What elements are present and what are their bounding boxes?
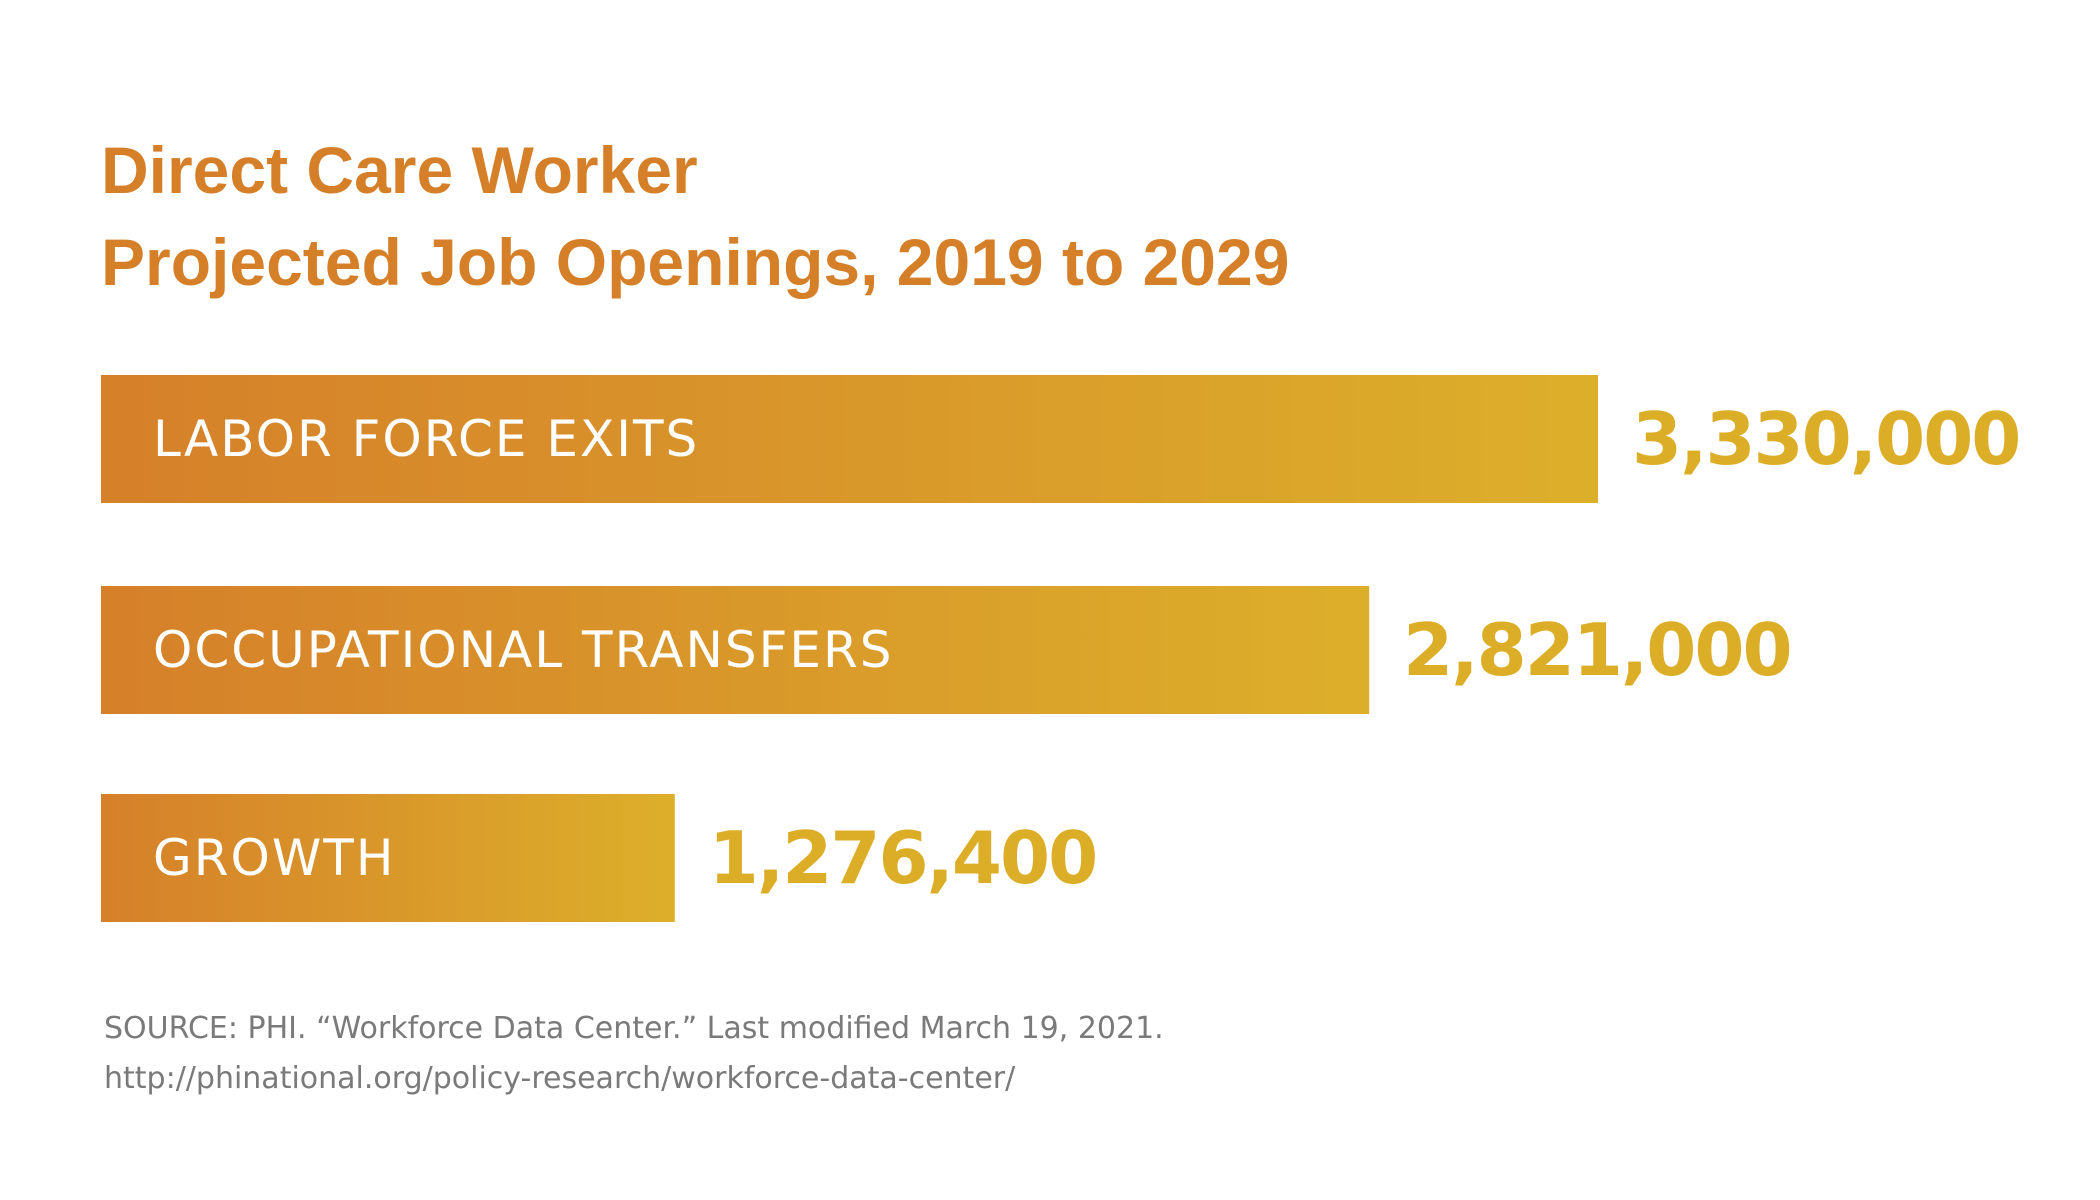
bar-growth: [101, 794, 675, 922]
source-citation: SOURCE: PHI. “Workforce Data Center.” La…: [104, 1011, 1164, 1046]
chart-title-line-1: Direct Care Worker: [101, 133, 698, 207]
chart-title-line-2: Projected Job Openings, 2019 to 2029: [101, 225, 1290, 299]
value-label-labor-force-exits: 3,330,000: [1632, 397, 2019, 481]
bar-labor-force-exits: [101, 375, 1598, 503]
value-label-growth: 1,276,400: [709, 816, 1096, 900]
source-url: http://phinational.org/policy-research/w…: [104, 1061, 1016, 1096]
bar-label-occupational-transfers: OCCUPATIONAL TRANSFERS: [153, 621, 893, 679]
bar-label-growth: GROWTH: [153, 829, 395, 887]
bar-label-labor-force-exits: LABOR FORCE EXITS: [153, 410, 699, 468]
bar-occupational-transfers: [101, 586, 1370, 714]
value-label-occupational-transfers: 2,821,000: [1403, 608, 1790, 692]
bars-group: LABOR FORCE EXITS 3,330,000 OCCUPATIONAL T…: [101, 375, 2021, 922]
